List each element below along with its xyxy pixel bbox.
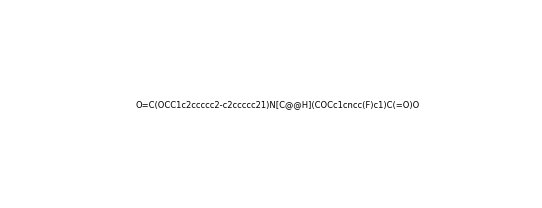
Text: O=C(OCC1c2ccccc2-c2ccccc21)N[C@@H](COCc1cncc(F)c1)C(=O)O: O=C(OCC1c2ccccc2-c2ccccc21)N[C@@H](COCc1… bbox=[136, 100, 420, 110]
